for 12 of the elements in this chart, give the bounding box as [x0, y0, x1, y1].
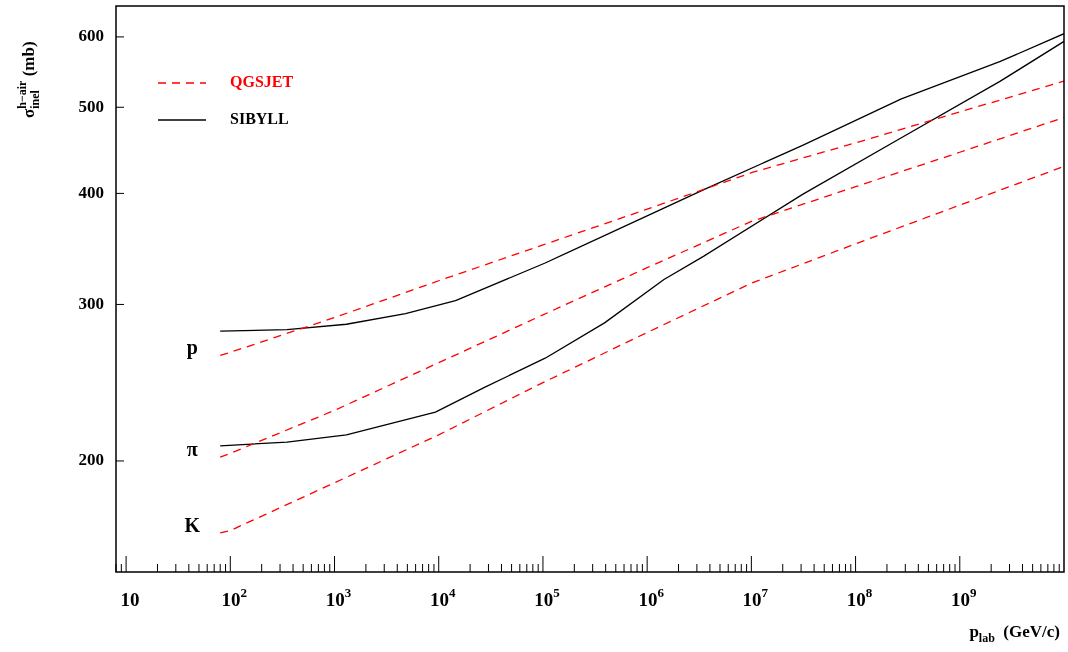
annotation: K: [184, 514, 201, 537]
annotation: π: [186, 438, 198, 461]
y-tick-label: 500: [78, 96, 104, 116]
y-axis-title: σh−airinel (mb): [15, 41, 42, 118]
annotation: p: [186, 336, 198, 360]
y-tick-label: 600: [78, 26, 104, 46]
legend-label: SIBYLL: [230, 110, 289, 128]
y-tick-label: 400: [78, 182, 104, 202]
y-tick-label: 300: [78, 293, 104, 313]
x-tick-label: 10: [120, 589, 140, 610]
y-tick-label: 200: [78, 450, 104, 470]
legend-label: QGSJET: [230, 73, 294, 91]
